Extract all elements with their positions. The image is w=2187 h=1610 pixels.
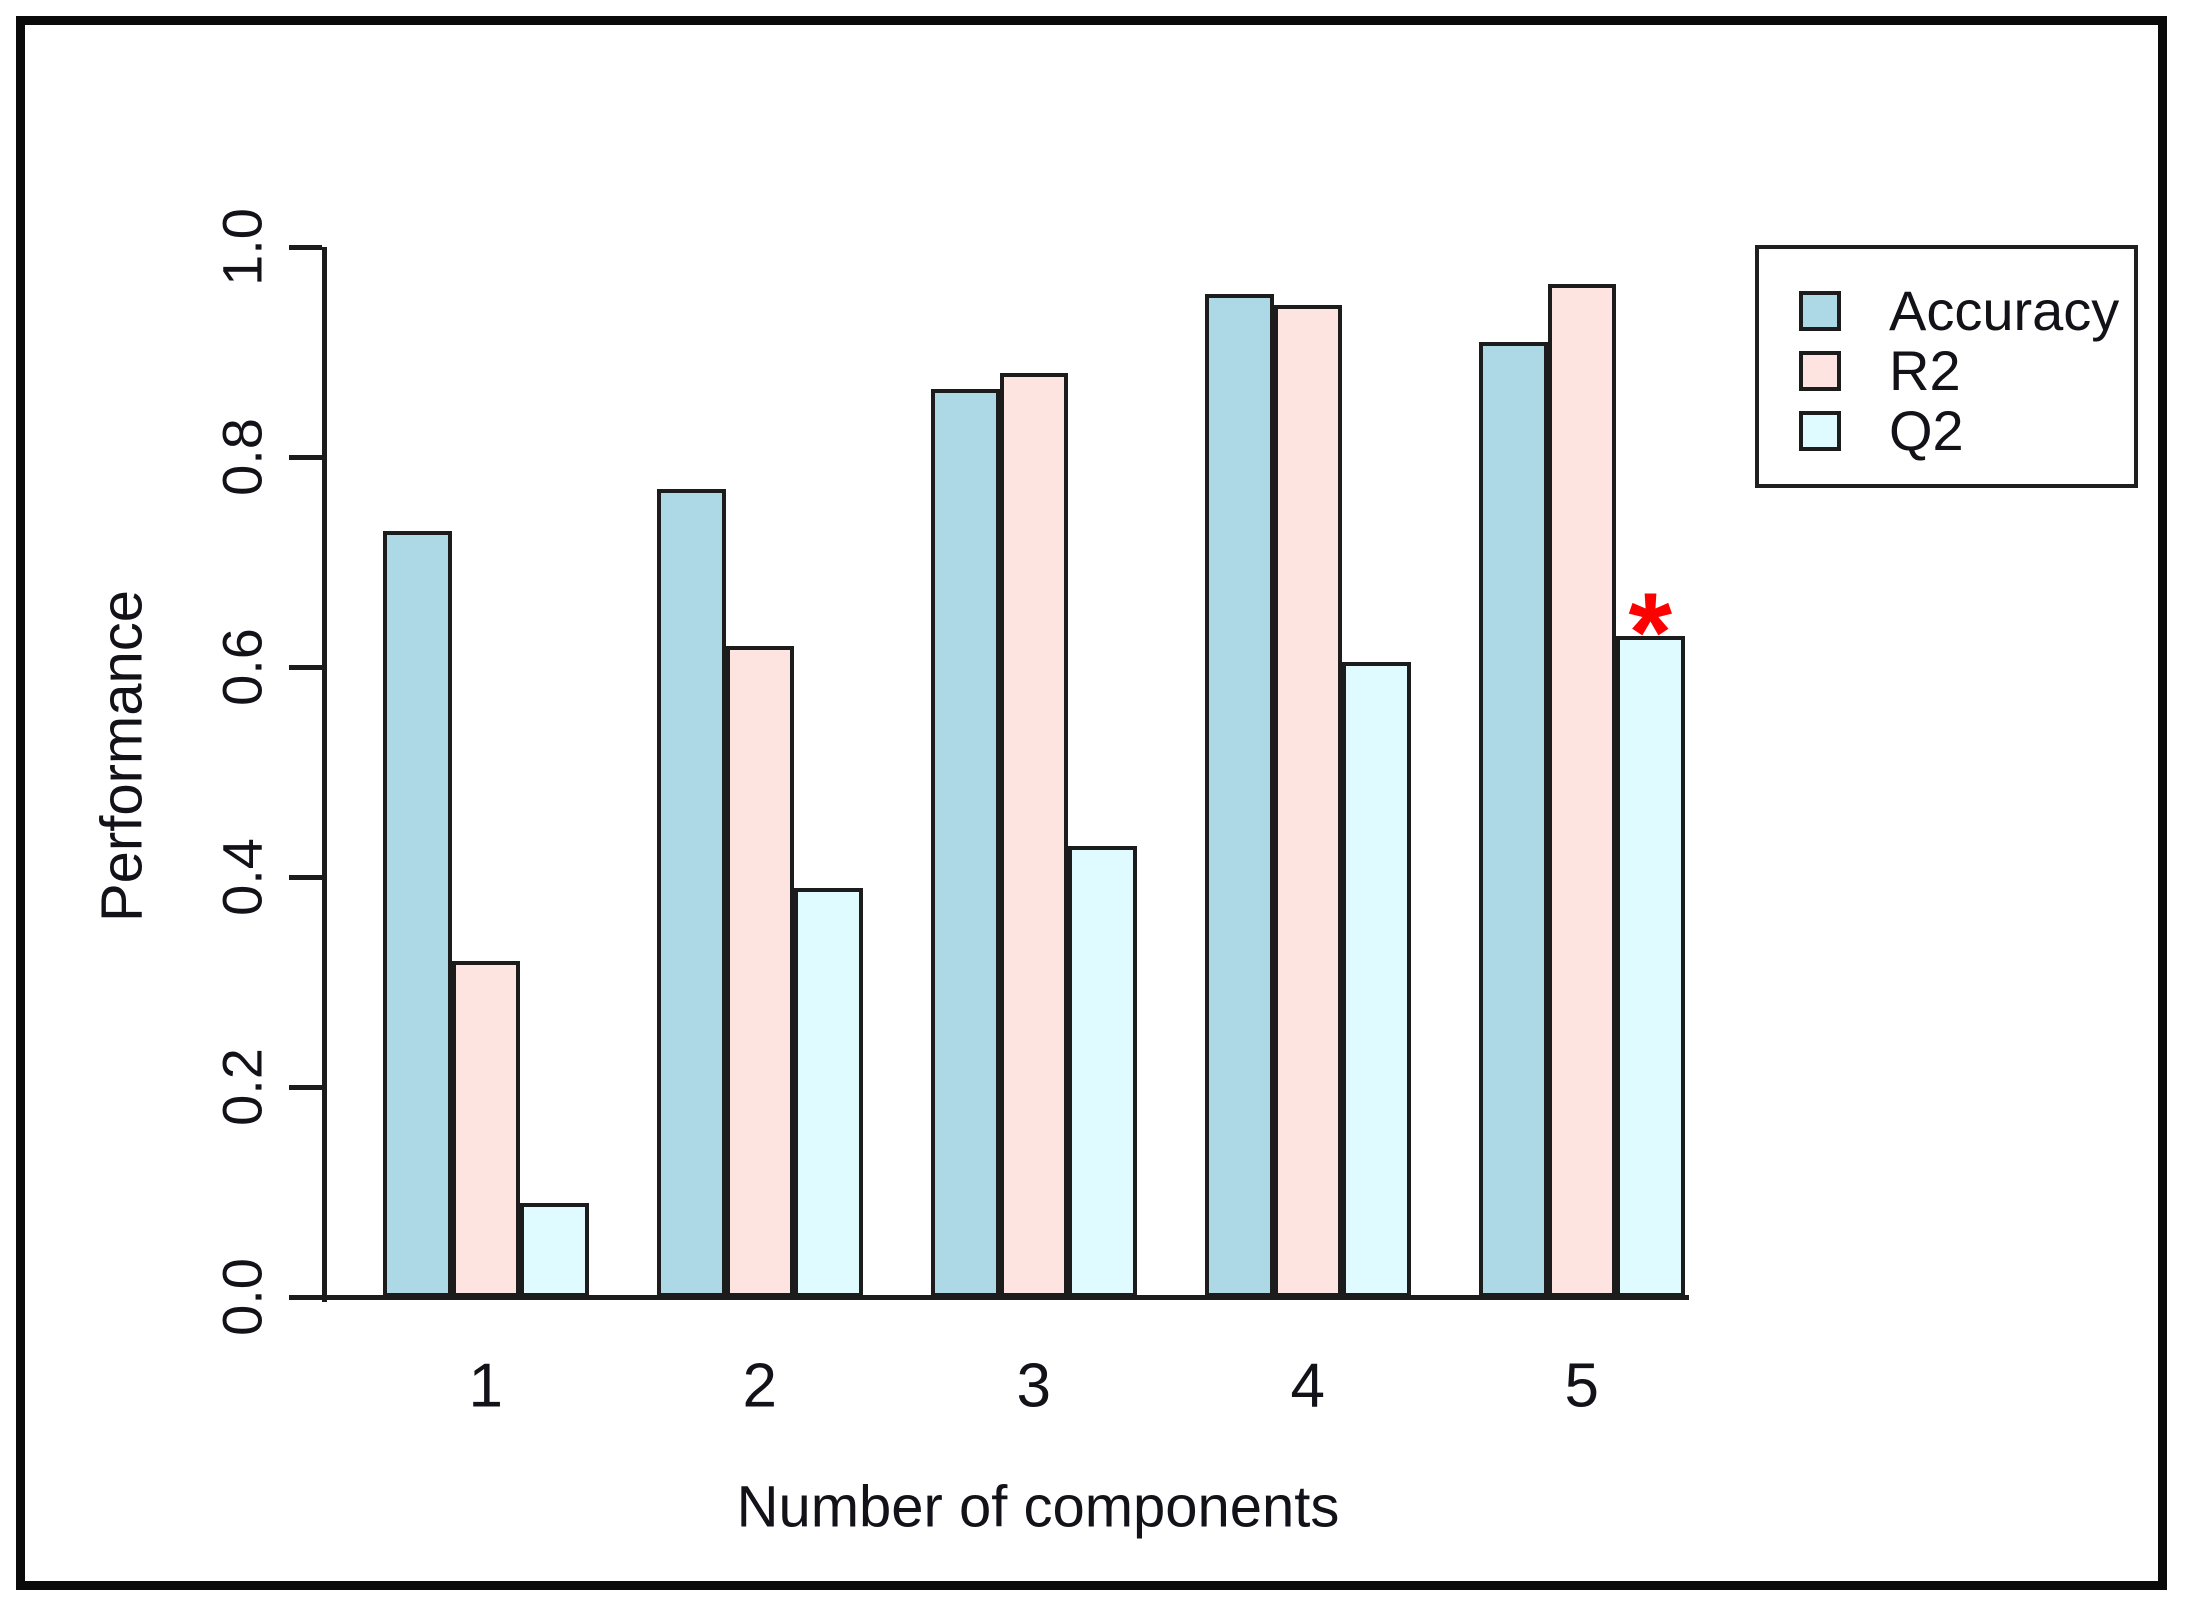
- x-baseline: [322, 1295, 1689, 1300]
- bar-r2-4: [1273, 304, 1342, 1297]
- bar-accuracy-2: [657, 488, 726, 1297]
- bar-q2-1: [520, 1202, 589, 1297]
- bar-q2-2: [794, 887, 863, 1297]
- bar-accuracy-1: [383, 530, 452, 1297]
- bar-accuracy-5: [1479, 341, 1548, 1297]
- x-category-label: 2: [742, 1351, 777, 1421]
- legend-label-q2: Q2: [1889, 399, 1964, 462]
- bar-accuracy-4: [1205, 294, 1274, 1297]
- legend-swatch-r2: [1799, 351, 1841, 391]
- y-tick: [289, 1295, 322, 1300]
- bar-q2-5: [1616, 635, 1685, 1297]
- legend-swatch-accuracy: [1799, 291, 1841, 331]
- bar-accuracy-3: [931, 388, 1000, 1297]
- bar-r2-3: [999, 373, 1068, 1297]
- y-axis-line: [322, 247, 327, 1302]
- y-axis-title: Performance: [89, 589, 155, 923]
- y-tick: [289, 875, 322, 880]
- legend: Accuracy R2 Q2: [1755, 245, 2138, 488]
- y-tick-label: 0.0: [210, 1258, 274, 1336]
- legend-swatch-q2: [1799, 411, 1841, 451]
- y-tick-label: 1.0: [210, 208, 274, 286]
- y-tick: [289, 1085, 322, 1090]
- y-tick-label: 0.2: [210, 1048, 274, 1126]
- y-tick-label: 0.4: [210, 838, 274, 916]
- y-tick: [289, 245, 322, 250]
- significance-asterisk: *: [1628, 569, 1673, 695]
- legend-label-accuracy: Accuracy: [1889, 279, 2120, 342]
- bar-q2-3: [1068, 845, 1137, 1297]
- bar-r2-2: [725, 646, 794, 1297]
- y-tick-label: 0.8: [210, 418, 274, 496]
- bar-q2-4: [1342, 661, 1411, 1297]
- y-tick: [289, 665, 322, 670]
- x-category-label: 3: [1016, 1351, 1051, 1421]
- y-tick-label: 0.6: [210, 628, 274, 706]
- x-category-label: 5: [1564, 1351, 1599, 1421]
- x-category-label: 4: [1290, 1351, 1325, 1421]
- y-tick: [289, 455, 322, 460]
- bar-r2-5: [1547, 283, 1616, 1297]
- x-category-label: 1: [468, 1351, 503, 1421]
- bar-r2-1: [451, 961, 520, 1297]
- x-axis-title: Number of components: [736, 1474, 1340, 1540]
- legend-label-r2: R2: [1889, 339, 1961, 402]
